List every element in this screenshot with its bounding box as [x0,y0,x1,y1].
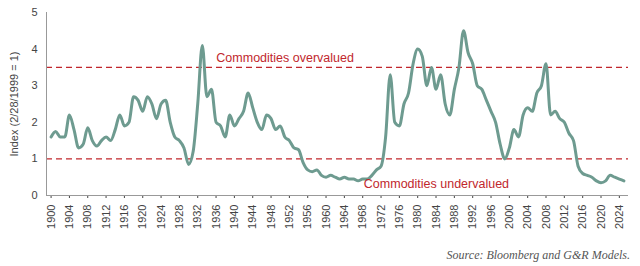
svg-text:1912: 1912 [100,205,112,229]
svg-text:2012: 2012 [558,205,570,229]
svg-text:2024: 2024 [613,205,625,229]
svg-text:1: 1 [31,152,37,164]
svg-text:1932: 1932 [191,205,203,229]
svg-text:Commodities undervalued: Commodities undervalued [364,177,509,191]
svg-text:1984: 1984 [430,205,442,229]
svg-text:3: 3 [31,79,37,91]
svg-text:1936: 1936 [210,205,222,229]
svg-text:1956: 1956 [301,205,313,229]
svg-text:1980: 1980 [411,205,423,229]
svg-text:1924: 1924 [155,205,167,229]
svg-text:2004: 2004 [521,205,533,229]
svg-text:2000: 2000 [503,205,515,229]
svg-text:1928: 1928 [173,205,185,229]
svg-text:1908: 1908 [81,205,93,229]
svg-text:5: 5 [31,6,37,18]
svg-text:1916: 1916 [118,205,130,229]
svg-text:1952: 1952 [283,205,295,229]
svg-text:1920: 1920 [136,205,148,229]
svg-text:1976: 1976 [393,205,405,229]
svg-text:2016: 2016 [576,205,588,229]
svg-text:1960: 1960 [320,205,332,229]
svg-text:4: 4 [31,43,37,55]
svg-text:1948: 1948 [265,205,277,229]
svg-text:Index (2/28/1999 = 1): Index (2/28/1999 = 1) [8,52,20,157]
svg-text:1996: 1996 [485,205,497,229]
svg-text:1992: 1992 [466,205,478,229]
svg-text:1972: 1972 [375,205,387,229]
svg-text:1900: 1900 [45,205,57,229]
svg-text:1944: 1944 [246,205,258,229]
svg-text:0: 0 [31,189,37,201]
svg-text:1904: 1904 [63,205,75,229]
svg-text:1968: 1968 [356,205,368,229]
svg-text:1940: 1940 [228,205,240,229]
svg-text:1964: 1964 [338,205,350,229]
svg-text:2: 2 [31,116,37,128]
svg-text:2008: 2008 [540,205,552,229]
svg-text:1988: 1988 [448,205,460,229]
svg-text:2020: 2020 [595,205,607,229]
html-text:Source: Bloomberg and G&R Mode: Source: Bloomberg and G&R Models. [446,248,630,262]
svg-text:Commodities overvalued: Commodities overvalued [216,51,354,65]
